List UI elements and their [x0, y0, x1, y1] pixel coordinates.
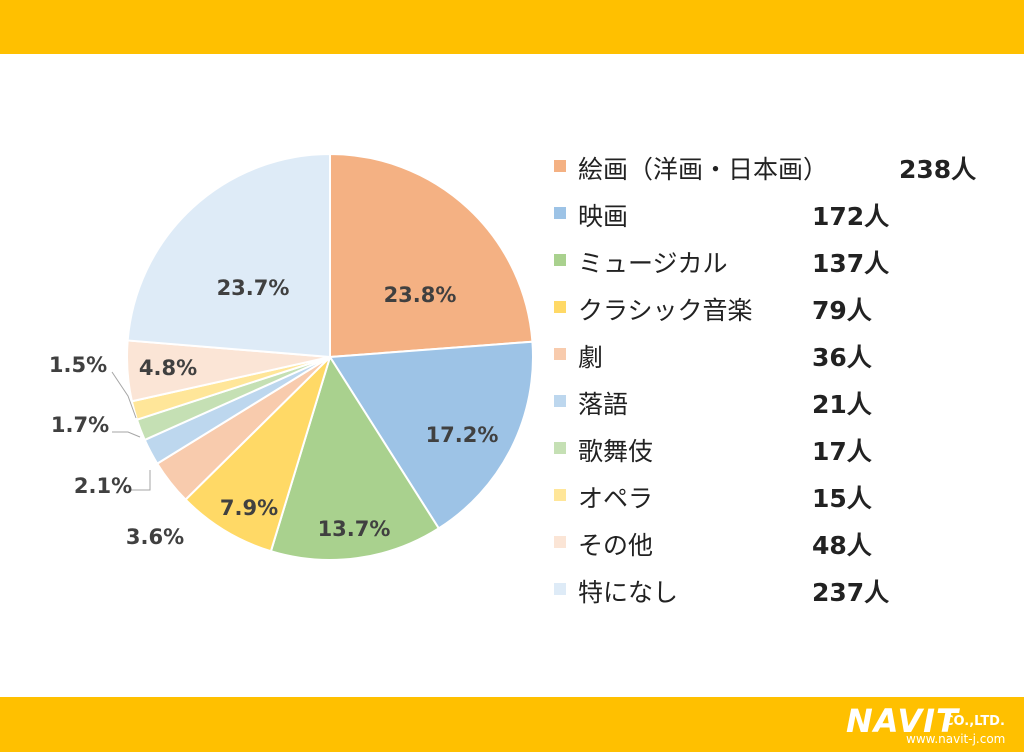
legend-label: ミュージカル: [578, 249, 728, 278]
legend-count: 137人: [812, 249, 890, 278]
legend-label: クラシック音楽: [578, 296, 753, 325]
legend-swatch: [554, 583, 566, 595]
legend-label: オペラ: [578, 484, 654, 513]
legend-item-10: 特になし 237人: [554, 569, 994, 609]
percent-label-7: 1.7%: [51, 413, 109, 437]
legend-count: 237人: [812, 578, 890, 607]
logo-url: www.navit-j.com: [906, 732, 1006, 746]
percent-label-2: 17.2%: [426, 423, 499, 447]
legend-count: 238人: [899, 155, 977, 184]
leader-line-6: [130, 470, 151, 491]
top-header-band: [0, 0, 1024, 54]
legend-swatch: [554, 301, 566, 313]
legend-label: 劇: [578, 343, 604, 372]
legend-count: 79人: [812, 296, 872, 325]
legend-swatch: [554, 207, 566, 219]
legend-swatch: [554, 254, 566, 266]
pie-slice-1: [329, 152, 534, 359]
pie-slice-3: [269, 354, 441, 561]
legend-count: 48人: [812, 531, 872, 560]
leader-line-8: [111, 371, 137, 419]
legend-label: 映画: [578, 202, 629, 231]
legend-count: 17人: [812, 437, 872, 466]
pie-slice-10: [126, 152, 331, 359]
legend-count: 172人: [812, 202, 890, 231]
percent-label-10: 23.7%: [217, 276, 290, 300]
legend-label: 特になし: [578, 578, 679, 607]
legend-swatch: [554, 536, 566, 548]
legend-item-9: その他 48人: [554, 522, 994, 562]
percent-label-1: 23.8%: [384, 283, 457, 307]
pie-slice-2: [328, 340, 534, 530]
legend-swatch: [554, 395, 566, 407]
legend-item-8: オペラ 15人: [554, 475, 994, 515]
legend-item-1: 絵画（洋画・日本画） 238人: [554, 146, 994, 186]
legend-label: 落語: [578, 390, 629, 419]
bottom-footer-band: [0, 697, 1024, 752]
legend-item-4: クラシック音楽 79人: [554, 287, 994, 327]
legend-item-3: ミュージカル 137人: [554, 240, 994, 280]
logo-name: NAVIT: [846, 702, 959, 740]
legend-count: 15人: [812, 484, 872, 513]
legend-count: 36人: [812, 343, 872, 372]
percent-label-6: 2.1%: [74, 474, 132, 498]
percent-label-3: 13.7%: [318, 517, 391, 541]
logo-company-suffix: CO.,LTD.: [944, 714, 1005, 729]
legend-swatch: [554, 160, 566, 172]
leader-line-7: [112, 431, 141, 438]
legend-swatch: [554, 489, 566, 501]
legend-item-7: 歌舞伎 17人: [554, 428, 994, 468]
legend-label: 歌舞伎: [578, 437, 654, 466]
legend-item-5: 劇 36人: [554, 334, 994, 374]
pie-slice-4: [184, 356, 331, 553]
percent-label-9: 4.8%: [139, 356, 197, 380]
legend-item-6: 落語 21人: [554, 381, 994, 421]
legend-label: 絵画（洋画・日本画）: [578, 155, 829, 184]
percent-label-8: 1.5%: [49, 353, 107, 377]
legend-swatch: [554, 348, 566, 360]
percent-label-5: 3.6%: [126, 525, 184, 549]
legend-count: 21人: [812, 390, 872, 419]
percent-label-4: 7.9%: [220, 496, 278, 520]
navit-logo: NAVIT CO.,LTD. www.navit-j.com: [846, 702, 1020, 748]
legend-label: その他: [578, 531, 654, 560]
legend-item-2: 映画 172人: [554, 193, 994, 233]
legend-swatch: [554, 442, 566, 454]
